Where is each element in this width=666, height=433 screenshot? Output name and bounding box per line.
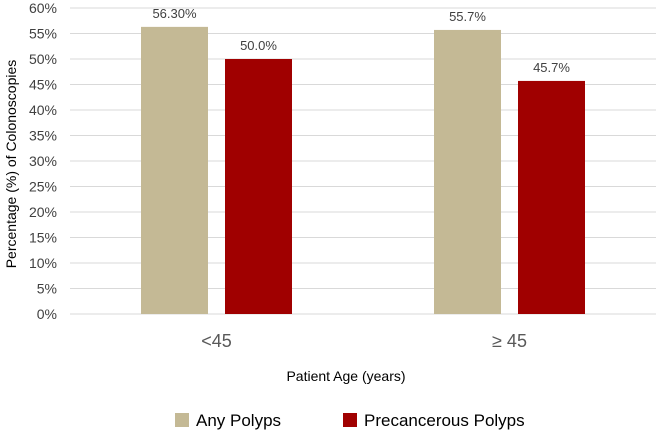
bar-any-polyps (141, 26, 208, 315)
legend-item: Any Polyps (175, 411, 281, 430)
y-tick-label: 55% (29, 26, 57, 42)
y-tick-label: 50% (29, 51, 57, 67)
y-tick-label: 35% (29, 128, 57, 144)
data-label: 56.30% (152, 6, 197, 21)
bar-any-polyps (434, 29, 501, 315)
x-category-label: ≥ 45 (492, 331, 527, 351)
y-tick-label: 60% (29, 0, 57, 16)
y-tick-label: 45% (29, 77, 57, 93)
legend-swatch (343, 413, 357, 427)
bars (141, 26, 585, 315)
x-axis-title: Patient Age (years) (286, 368, 405, 384)
y-axis-ticks: 0% 5% 10% 15% 20% 25% 30% 35% 40% 45% 50% 55% 60% (29, 0, 57, 322)
y-tick-label: 25% (29, 179, 57, 195)
data-label: 55.7% (449, 9, 486, 24)
y-tick-label: 40% (29, 102, 57, 118)
y-tick-label: 0% (37, 306, 57, 322)
y-tick-label: 15% (29, 230, 57, 246)
data-label: 45.7% (533, 60, 570, 75)
legend-swatch (175, 413, 189, 427)
y-tick-label: 30% (29, 153, 57, 169)
y-axis-title: Percentage (%) of Colonoscopies (3, 60, 19, 269)
bar-precancerous-polyps (518, 80, 585, 315)
bar-precancerous-polyps (225, 59, 292, 314)
legend: Any Polyps Precancerous Polyps (175, 411, 525, 430)
y-tick-label: 20% (29, 204, 57, 220)
legend-label: Any Polyps (196, 411, 281, 430)
x-axis-categories: <45 ≥ 45 (201, 331, 527, 351)
legend-label: Precancerous Polyps (364, 411, 525, 430)
legend-item: Precancerous Polyps (343, 411, 525, 430)
data-label: 50.0% (240, 38, 277, 53)
x-category-label: <45 (201, 331, 232, 351)
data-labels: 56.30% 50.0% 55.7% 45.7% (152, 6, 570, 75)
y-tick-label: 10% (29, 255, 57, 271)
y-tick-label: 5% (37, 281, 57, 297)
